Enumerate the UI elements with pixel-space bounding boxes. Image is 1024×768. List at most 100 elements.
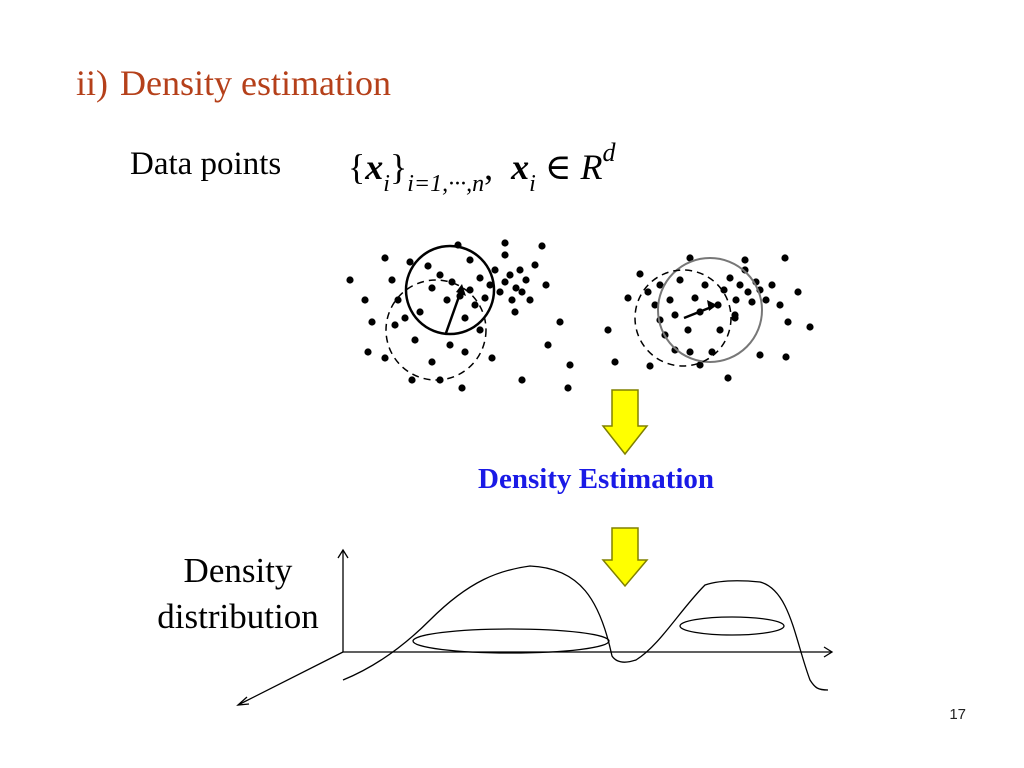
data-point-dot <box>486 281 494 289</box>
data-point-dot <box>794 288 802 296</box>
data-point-dot <box>388 276 396 284</box>
data-point-dot <box>671 311 679 319</box>
data-point-dot <box>684 326 692 334</box>
data-point-dot <box>736 281 744 289</box>
data-point-dot <box>651 301 659 309</box>
data-point-dot <box>564 384 572 392</box>
data-point-dot <box>538 242 546 250</box>
data-point-dot <box>508 296 516 304</box>
data-point-dot <box>566 361 574 369</box>
data-point-dot <box>518 376 526 384</box>
density-distribution-label: Density distribution <box>140 548 336 640</box>
data-point-dot <box>666 296 674 304</box>
slide-title: ii) Density estimation <box>76 62 391 104</box>
data-points-formula: {xi}i=1,···,n, xi ∈ Rd <box>348 138 615 198</box>
data-point-dot <box>526 296 534 304</box>
data-point-dot <box>511 308 519 316</box>
data-point-dot <box>458 384 466 392</box>
data-point-dot <box>488 354 496 362</box>
data-point-dot <box>518 288 526 296</box>
data-point-dot <box>716 326 724 334</box>
data-point-dot <box>428 358 436 366</box>
data-point-dot <box>624 294 632 302</box>
data-point-dot <box>671 346 679 354</box>
down-arrow-icon <box>601 389 649 456</box>
data-point-dot <box>691 294 699 302</box>
data-point-dot <box>512 284 520 292</box>
scatter-dots <box>346 239 814 392</box>
title-text: Density estimation <box>120 63 391 103</box>
axis-horizontal-arrowhead <box>823 646 834 658</box>
data-point-dot <box>708 348 716 356</box>
data-point-dot <box>476 274 484 282</box>
data-point-dot <box>732 296 740 304</box>
set-close-brace: } <box>389 147 408 187</box>
density-curve <box>342 565 829 691</box>
data-point-dot <box>476 326 484 334</box>
data-point-dot <box>644 288 652 296</box>
data-point-dot <box>501 239 509 247</box>
formula-comma: , <box>484 147 494 187</box>
space-symbol: R <box>580 147 603 187</box>
data-point-dot <box>491 266 499 274</box>
data-point-dot <box>744 288 752 296</box>
i-subscript-2: i <box>529 171 536 197</box>
data-point-dot <box>416 308 424 316</box>
slice-ellipse-left <box>412 628 610 654</box>
data-point-dot <box>748 298 756 306</box>
data-point-dot <box>522 276 530 284</box>
data-point-dot <box>782 353 790 361</box>
i-subscript: i <box>383 171 390 197</box>
kernel-circle-dashed-right <box>634 269 732 367</box>
data-point-dot <box>646 362 654 370</box>
down-arrow-icon-2 <box>601 527 649 588</box>
data-point-dot <box>686 254 694 262</box>
slice-ellipse-right <box>679 616 785 636</box>
x-symbol: x <box>365 147 384 187</box>
data-point-dot <box>544 341 552 349</box>
kernel-circle-solid-right <box>657 257 763 363</box>
density-estimation-caption: Density Estimation <box>478 463 715 495</box>
data-point-dot <box>686 348 694 356</box>
index-range: i=1,···,n <box>407 171 485 197</box>
data-point-dot <box>501 278 509 286</box>
data-point-dot <box>784 318 792 326</box>
data-point-dot <box>501 251 509 259</box>
data-points-label: Data points <box>130 146 282 182</box>
page-number: 17 <box>949 706 966 723</box>
data-point-dot <box>408 376 416 384</box>
data-point-dot <box>394 296 402 304</box>
data-point-dot <box>496 288 504 296</box>
data-point-dot <box>446 341 454 349</box>
dimension-superscript: d <box>602 138 616 167</box>
data-point-dot <box>781 254 789 262</box>
data-point-dot <box>741 256 749 264</box>
data-point-dot <box>676 276 684 284</box>
data-point-dot <box>428 284 436 292</box>
data-point-dot <box>411 336 419 344</box>
data-point-dot <box>436 271 444 279</box>
data-point-dot <box>406 258 414 266</box>
data-point-dot <box>381 254 389 262</box>
data-point-dot <box>724 374 732 382</box>
data-point-dot <box>361 296 369 304</box>
data-point-dot <box>731 311 739 319</box>
data-point-dot <box>556 318 564 326</box>
kernel-circle-dashed-left <box>385 279 487 381</box>
data-point-dot <box>542 281 550 289</box>
density-label-line2: distribution <box>157 597 319 636</box>
data-point-dot <box>481 294 489 302</box>
data-point-dot <box>461 314 469 322</box>
data-point-dot <box>741 266 749 274</box>
data-point-dot <box>364 348 372 356</box>
axis-depth <box>237 651 344 706</box>
radius-arrow-left <box>444 287 464 334</box>
data-point-dot <box>401 314 409 322</box>
data-point-dot <box>756 351 764 359</box>
radius-arrowhead-left <box>456 284 466 296</box>
data-point-dot <box>611 358 619 366</box>
title-number: ii) <box>76 63 108 103</box>
data-point-dot <box>391 321 399 329</box>
